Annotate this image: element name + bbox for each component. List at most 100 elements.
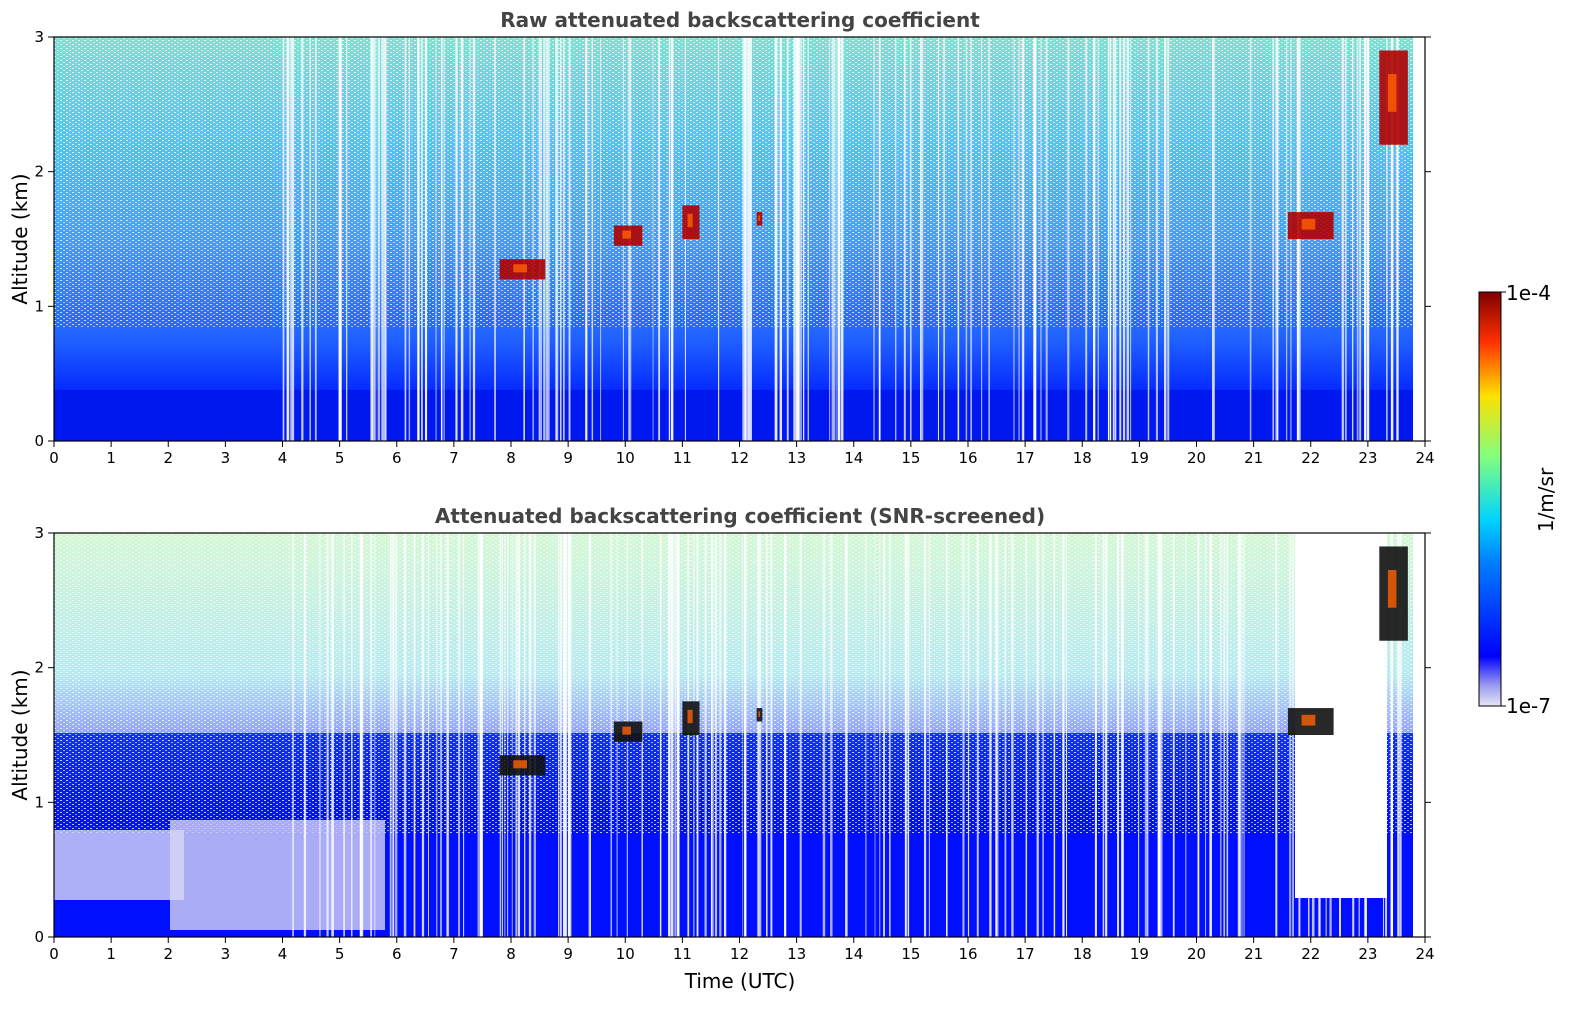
- data-gap-stripe: [319, 533, 321, 937]
- data-gap-stripe: [1093, 37, 1095, 441]
- data-gap-stripe: [370, 533, 372, 937]
- data-gap-stripe: [504, 533, 506, 937]
- data-gap-stripe: [1042, 533, 1044, 937]
- data-gap-stripe: [1155, 37, 1158, 441]
- data-gap-stripe: [670, 37, 674, 441]
- top-no-data-end: [1413, 37, 1425, 441]
- data-gap-stripe: [291, 37, 295, 441]
- data-gap-stripe: [555, 37, 557, 441]
- data-gap-stripe: [463, 533, 465, 937]
- bottom-plot-area: [54, 533, 1425, 937]
- data-gap-stripe: [1094, 37, 1096, 441]
- data-gap-stripe: [757, 533, 760, 937]
- data-gap-stripe: [523, 533, 526, 937]
- data-gap-stripe: [389, 533, 392, 937]
- data-gap-stripe: [1212, 37, 1215, 441]
- cloud-core: [513, 760, 527, 769]
- data-gap-stripe: [822, 533, 826, 937]
- data-gap-stripe: [742, 533, 744, 937]
- data-gap-stripe: [1277, 37, 1279, 441]
- data-gap-stripe: [1144, 533, 1147, 937]
- data-gap-stripe: [371, 37, 375, 441]
- data-gap-stripe: [1011, 533, 1014, 937]
- data-gap-stripe: [674, 533, 677, 937]
- data-gap-stripe: [1356, 37, 1359, 441]
- data-gap-stripe: [963, 533, 965, 937]
- data-gap-stripe: [766, 533, 768, 937]
- data-gap-stripe: [838, 37, 841, 441]
- data-gap-stripe: [718, 37, 720, 441]
- data-gap-stripe: [1197, 533, 1200, 937]
- data-gap-stripe: [1138, 533, 1140, 937]
- data-gap-stripe: [1158, 533, 1161, 937]
- bottom-y-axis-label: Altitude (km): [8, 669, 32, 800]
- cloud-core: [1387, 570, 1397, 608]
- data-gap-stripe: [831, 37, 834, 441]
- x-tick-label: 10: [616, 945, 635, 963]
- data-gap-stripe: [564, 533, 567, 937]
- y-tick-label: 0: [34, 928, 44, 946]
- data-gap-stripe: [340, 37, 342, 441]
- x-tick-label: 16: [958, 449, 977, 467]
- data-gap-stripe: [301, 37, 304, 441]
- data-gap-stripe: [1164, 37, 1167, 441]
- x-tick-label: 5: [335, 945, 345, 963]
- data-gap-stripe: [920, 37, 924, 441]
- data-gap-stripe: [1364, 37, 1367, 441]
- colorbar: 1e-4 1e-7 1/m/sr: [1478, 281, 1558, 718]
- x-tick-label: 18: [1073, 945, 1092, 963]
- data-gap-stripe: [472, 37, 476, 441]
- top-aerosol-layer: [54, 390, 1425, 441]
- data-gap-stripe: [904, 533, 906, 937]
- data-gap-stripe: [567, 533, 571, 937]
- x-tick-label: 7: [449, 449, 459, 467]
- data-gap-stripe: [909, 37, 912, 441]
- x-tick-label: 8: [506, 449, 516, 467]
- x-tick-label: 22: [1301, 945, 1320, 963]
- x-tick-label: 3: [221, 449, 231, 467]
- data-gap-stripe: [759, 533, 762, 937]
- data-gap-stripe: [723, 533, 726, 937]
- colorbar-max-label: 1e-4: [1506, 281, 1551, 305]
- data-gap-stripe: [326, 533, 329, 937]
- cloud-core: [1301, 218, 1316, 230]
- data-gap-stripe: [830, 533, 833, 937]
- x-tick-label: 1: [106, 945, 116, 963]
- x-tick-label: 6: [392, 945, 402, 963]
- x-tick-label: 8: [506, 945, 516, 963]
- y-tick-label: 0: [34, 432, 44, 450]
- data-gap-stripe: [807, 37, 809, 441]
- data-gap-stripe: [570, 533, 572, 937]
- data-gap-stripe: [585, 37, 588, 441]
- data-gap-stripe: [874, 533, 876, 937]
- data-gap-stripe: [1172, 533, 1175, 937]
- data-gap-stripe: [803, 37, 805, 441]
- data-gap-stripe: [1397, 533, 1400, 937]
- data-gap-stripe: [477, 533, 479, 937]
- top-plot-area: [54, 37, 1425, 441]
- data-gap-stripe: [346, 37, 348, 441]
- data-gap-stripe: [547, 37, 550, 441]
- cloud-core: [622, 230, 631, 239]
- x-tick-label: 14: [844, 449, 863, 467]
- data-gap-stripe: [292, 533, 294, 937]
- data-gap-stripe: [1275, 533, 1278, 937]
- data-gap-stripe: [545, 37, 548, 441]
- top-cloud-marks: [499, 50, 1408, 280]
- data-gap-stripe: [1399, 533, 1402, 937]
- data-gap-stripe: [610, 533, 612, 937]
- data-gap-stripe: [338, 37, 342, 441]
- data-gap-stripe: [719, 533, 722, 937]
- data-gap-stripe: [1205, 533, 1207, 937]
- bottom-noise-texture: [54, 533, 1425, 833]
- colorbar-min-label: 1e-7: [1506, 694, 1551, 718]
- data-gap-stripe: [988, 37, 990, 441]
- data-gap-stripe: [798, 37, 801, 441]
- data-gap-stripe: [600, 37, 602, 441]
- data-gap-stripe: [1167, 37, 1170, 441]
- data-gap-stripe: [744, 37, 746, 441]
- data-gap-stripe: [1249, 37, 1252, 441]
- data-gap-stripe: [668, 37, 671, 441]
- data-gap-stripe: [799, 533, 802, 937]
- data-gap-stripe: [395, 533, 398, 937]
